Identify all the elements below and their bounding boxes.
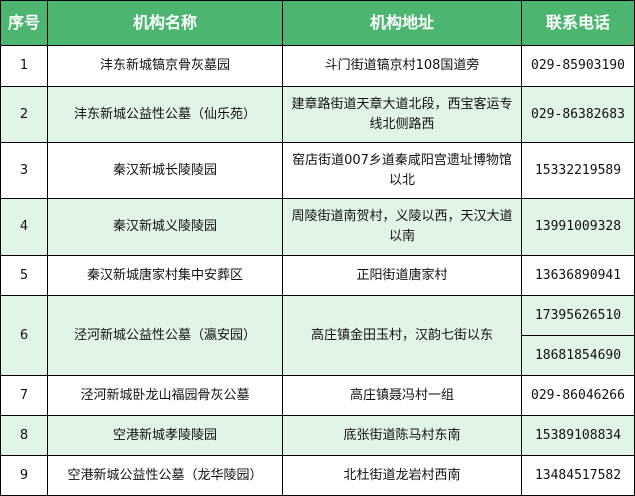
institution-name: 秦汉新城唐家村集中安葬区	[47, 255, 283, 296]
phone-number: 029-86382683	[521, 86, 635, 143]
row-number: 6	[0, 295, 48, 376]
row-number: 3	[0, 142, 48, 199]
institution-name: 沣东新城镐京骨灰墓园	[47, 45, 283, 87]
table-row: 9 空港新城公益性公墓（龙华陵园） 北杜街道龙岩村西南 13484517582	[0, 455, 635, 496]
institution-address: 窑店街道007乡道秦咸阳宫遗址博物馆以北	[282, 142, 522, 199]
header-phone: 联系电话	[521, 0, 635, 46]
header-no: 序号	[0, 0, 48, 46]
row-number: 9	[0, 455, 48, 496]
row-number: 1	[0, 45, 48, 87]
institution-name: 空港新城公益性公墓（龙华陵园）	[47, 455, 283, 496]
table-row: 6 泾河新城公益性公墓（瀛安园） 高庄镇金田玉村，汉韵七街以东 17395626510	[0, 295, 635, 376]
phone-number: 13636890941	[521, 255, 635, 296]
header-name: 机构名称	[47, 0, 283, 46]
institution-name: 秦汉新城义陵陵园	[47, 198, 283, 256]
table-row: 1 沣东新城镐京骨灰墓园 斗门街道镐京村108国道旁 029-85903190	[0, 45, 635, 87]
phone-number: 18681854690	[521, 335, 635, 376]
institution-address: 底张街道陈马村东南	[282, 415, 522, 456]
header-row: 序号 机构名称 机构地址 联系电话	[0, 0, 635, 46]
institution-address: 建章路街道天章大道北段，西宝客运专线北侧路西	[282, 86, 522, 143]
institution-name: 泾河新城公益性公墓（瀛安园）	[47, 295, 283, 376]
row-number: 4	[0, 198, 48, 256]
table-row: 3 秦汉新城长陵陵园 窑店街道007乡道秦咸阳宫遗址博物馆以北 15332219589	[0, 142, 635, 199]
institution-address: 正阳街道唐家村	[282, 255, 522, 296]
phone-number: 029-86046266	[521, 375, 635, 416]
header-address: 机构地址	[282, 0, 522, 46]
phone-number: 17395626510	[521, 295, 635, 336]
institution-address: 高庄镇聂冯村一组	[282, 375, 522, 416]
phone-number: 13991009328	[521, 198, 635, 256]
institution-address: 高庄镇金田玉村，汉韵七街以东	[282, 295, 522, 376]
phone-number: 15389108834	[521, 415, 635, 456]
phone-number: 13484517582	[521, 455, 635, 496]
row-number: 8	[0, 415, 48, 456]
institution-address: 北杜街道龙岩村西南	[282, 455, 522, 496]
institution-name: 泾河新城卧龙山福园骨灰公墓	[47, 375, 283, 416]
table-row: 7 泾河新城卧龙山福园骨灰公墓 高庄镇聂冯村一组 029-86046266	[0, 375, 635, 416]
row-number: 7	[0, 375, 48, 416]
institution-address: 周陵街道南贺村，义陵以西，天汉大道以南	[282, 198, 522, 256]
table-row: 2 沣东新城公益性公墓（仙乐苑） 建章路街道天章大道北段，西宝客运专线北侧路西 029…	[0, 86, 635, 143]
institution-name: 空港新城孝陵陵园	[47, 415, 283, 456]
institution-name: 秦汉新城长陵陵园	[47, 142, 283, 199]
institution-name: 沣东新城公益性公墓（仙乐苑）	[47, 86, 283, 143]
phone-number: 15332219589	[521, 142, 635, 199]
table-row: 8 空港新城孝陵陵园 底张街道陈马村东南 15389108834	[0, 415, 635, 456]
row-number: 5	[0, 255, 48, 296]
table-row: 4 秦汉新城义陵陵园 周陵街道南贺村，义陵以西，天汉大道以南 13991009328	[0, 198, 635, 256]
institution-address: 斗门街道镐京村108国道旁	[282, 45, 522, 87]
table-row-continuation: 18681854690	[1, 335, 635, 376]
phone-number: 029-85903190	[521, 45, 635, 87]
table-row: 5 秦汉新城唐家村集中安葬区 正阳街道唐家村 13636890941	[0, 255, 635, 296]
row-number: 2	[0, 86, 48, 143]
